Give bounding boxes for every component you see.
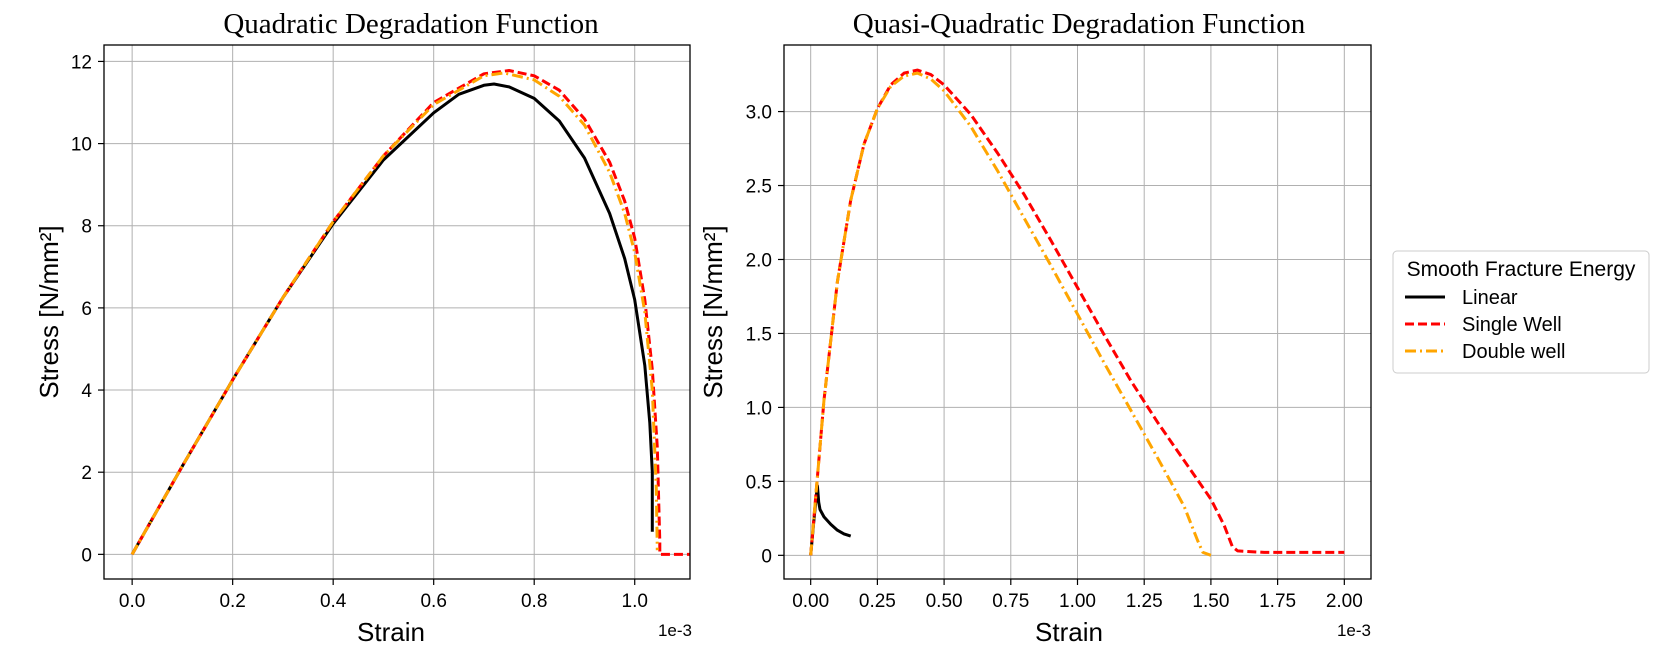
x-axis-offset-label: 1e-3 <box>658 621 692 640</box>
y-tick-label: 2.5 <box>746 177 772 198</box>
legend-entries: Linear Single Well Double well <box>1405 287 1565 363</box>
x-tick-label: 0.00 <box>792 591 829 612</box>
y-tick-label: 3.0 <box>746 103 772 124</box>
x-tick-label: 1.25 <box>1126 591 1163 612</box>
x-tick-label: 0.4 <box>320 591 347 612</box>
chart-quasi-quadratic: Quasi-Quadratic Degradation Function 0.0… <box>698 8 1372 647</box>
legend-label: Double well <box>1462 341 1565 363</box>
x-tick-label: 1.0 <box>622 591 648 612</box>
y-tick-label: 0.5 <box>746 472 772 493</box>
x-axis-label: Strain <box>1035 617 1103 647</box>
series-line-linear <box>130 82 654 556</box>
x-axis-label: Strain <box>357 617 425 647</box>
y-tick-label: 2 <box>81 463 92 484</box>
x-tick-label: 0.75 <box>992 591 1029 612</box>
x-tick-label: 0.2 <box>219 591 245 612</box>
y-tick-label: 2.0 <box>746 250 772 271</box>
chart-title: Quadratic Degradation Function <box>223 8 599 40</box>
x-tick-label: 0.6 <box>420 591 446 612</box>
y-tick-label: 6 <box>81 299 92 320</box>
x-tick-label: 1.00 <box>1059 591 1096 612</box>
legend-title: Smooth Fracture Energy <box>1407 258 1636 281</box>
plot-frame <box>103 44 691 580</box>
y-tick-label: 0 <box>761 546 772 567</box>
y-tick-label: 8 <box>81 217 92 238</box>
x-tick-label: 0.0 <box>119 591 145 612</box>
legend-label: Linear <box>1462 287 1518 309</box>
y-axis-label: Stress [N/mm²] <box>698 225 728 398</box>
legend-label: Single Well <box>1462 314 1562 336</box>
y-axis-label: Stress [N/mm²] <box>34 225 64 398</box>
x-axis-offset-label: 1e-3 <box>1337 621 1371 640</box>
grid <box>784 45 1371 579</box>
x-tick-label: 1.50 <box>1192 591 1229 612</box>
x-tick-label: 1.75 <box>1259 591 1296 612</box>
x-tick-label: 0.25 <box>859 591 896 612</box>
y-axis-ticks: 0 0.5 1.0 1.5 2.0 2.5 3.0 <box>746 103 784 567</box>
y-tick-label: 10 <box>71 135 92 156</box>
series-layer <box>809 68 1345 557</box>
x-tick-label: 0.8 <box>521 591 547 612</box>
y-tick-label: 4 <box>81 381 92 402</box>
y-tick-label: 12 <box>71 52 92 73</box>
grid <box>104 45 690 579</box>
series-line-single-well <box>809 68 1345 556</box>
y-tick-label: 1.0 <box>746 398 772 419</box>
legend: Smooth Fracture Energy Linear Single Well… <box>1392 250 1650 374</box>
series-layer <box>130 69 690 556</box>
x-axis-ticks: 0.00 0.25 0.50 0.75 1.00 1.25 1.50 1.75 2.00 <box>792 579 1363 612</box>
chart-quadratic: Quadratic Degradation Function 0.0 0.2 0.4… <box>34 8 692 647</box>
chart-title: Quasi-Quadratic Degradation Function <box>853 8 1306 40</box>
y-axis-ticks: 0 2 4 6 8 10 12 <box>71 52 104 566</box>
x-tick-label: 2.00 <box>1326 591 1363 612</box>
x-axis-ticks: 0.0 0.2 0.4 0.6 0.8 1.0 <box>119 579 648 612</box>
y-tick-label: 0 <box>81 545 92 566</box>
x-tick-label: 0.50 <box>926 591 963 612</box>
y-tick-label: 1.5 <box>746 324 772 345</box>
legend-box <box>1392 250 1650 374</box>
series-line-double-well <box>130 71 659 556</box>
